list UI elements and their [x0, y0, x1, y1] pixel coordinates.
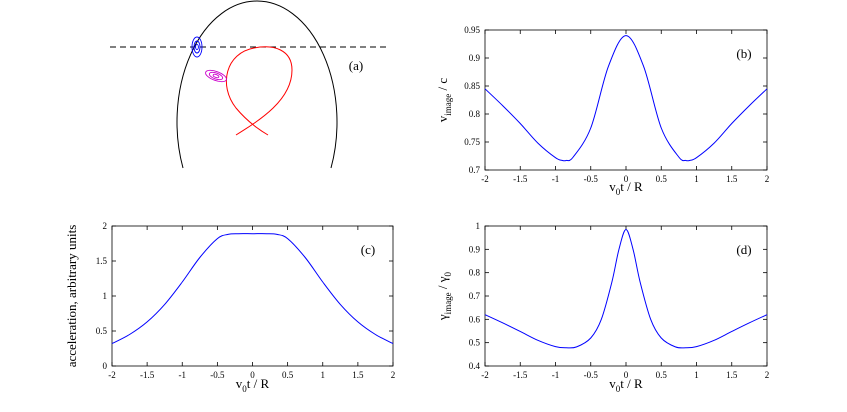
panel-a-diagram: (a)	[110, 0, 388, 169]
panel-d-axes-box	[484, 225, 768, 367]
panel-c-ytick-label: 2	[103, 221, 108, 231]
panel-c-ytick-label: 1.5	[96, 256, 108, 266]
panel-b-xtick-label: -2	[481, 174, 489, 184]
panel-c-ytick-label: 0.5	[96, 326, 108, 336]
panel-d-xtick-label: -1.5	[513, 370, 528, 380]
panel-b-chart: -2 -1.5 -1 -0.5 0 0.5 1 1.5 2 0.7 0.75 0.8 0.85 0.9 0.…	[435, 25, 769, 197]
panel-b-axes-box	[484, 29, 768, 171]
panel-c-xtick-label: -1.5	[140, 370, 155, 380]
panel-c-ytick-label: 1	[103, 291, 108, 301]
panel-b-ytick-label: 0.9	[469, 53, 481, 63]
panel-a-magenta-mid-contour	[208, 71, 224, 81]
panel-b-label: (b)	[736, 46, 751, 61]
panel-d-y-axis-label: γimage / γ0	[435, 271, 453, 321]
panel-c-xtick-label: 1.5	[352, 370, 364, 380]
panel-c-xtick-label: 1	[321, 370, 326, 380]
panel-c-xtick-label: -2	[108, 370, 116, 380]
panel-d-xtick-label: -1	[552, 370, 560, 380]
panel-d-xtick-label: 0	[624, 370, 629, 380]
panel-a-black-arc	[176, 0, 338, 169]
panel-b-xtick-label: -1	[552, 174, 560, 184]
panel-d-xtick-label: 0.5	[656, 370, 668, 380]
panel-c-xtick-label: 2	[391, 370, 396, 380]
panel-b-x-axis-label: v0t / R	[609, 179, 643, 197]
panel-d-chart: -2 -1.5 -1 -0.5 0 0.5 1 1.5 2 0.4 0.5 0.6 0.7 0.8 0.9 1…	[435, 221, 769, 394]
panel-d-label: (d)	[736, 242, 751, 257]
panel-d-series-line	[484, 228, 768, 349]
panel-d-xtick-label: -0.5	[584, 370, 599, 380]
panel-b-ytick-label: 0.95	[464, 25, 480, 35]
panel-d-ytick-label: 0.8	[469, 268, 481, 278]
panel-b-ytick-label: 0.7	[469, 165, 481, 175]
panel-d-ytick-label: 0.9	[469, 244, 481, 254]
panel-a-magenta-inner-contour	[212, 73, 220, 79]
panel-d-ytick-label: 0.5	[469, 338, 481, 348]
panel-d-ytick-label: 0.4	[469, 361, 481, 371]
panel-d-ytick-label: 0.7	[469, 291, 481, 301]
panel-d-ytick-label: 0.6	[469, 314, 481, 324]
panel-b-ytick-label: 0.75	[464, 137, 480, 147]
panel-d-xtick-label: 1	[694, 370, 699, 380]
panel-a-label: (a)	[349, 58, 363, 73]
panel-c-xtick-label: -1	[179, 370, 187, 380]
panel-d-x-axis-label: v0t / R	[609, 376, 643, 394]
panel-d-xtick-label: -2	[481, 370, 489, 380]
panel-a-magenta-outer-contour	[205, 69, 227, 83]
panel-c-xtick-label: -0.5	[210, 370, 225, 380]
panel-b-y-axis-label: vimage / c	[435, 78, 453, 123]
panel-b-ytick-label: 0.85	[464, 81, 480, 91]
panel-d-xtick-label: 1.5	[726, 370, 738, 380]
panel-b-xtick-label: 1	[694, 174, 699, 184]
panel-b-xtick-label: 2	[765, 174, 770, 184]
panel-c-ytick-label: 0	[103, 361, 108, 371]
panel-a-blue-outer-contour	[191, 36, 203, 58]
panel-b-series-line	[484, 35, 768, 162]
panel-c-x-axis-label: v0t / R	[236, 376, 270, 394]
panel-b-ytick-label: 0.8	[469, 109, 481, 119]
panel-c-y-axis-label: acceleration, arbitrary units	[64, 225, 79, 368]
panel-c-chart: -2 -1.5 -1 -0.5 0 0.5 1 1.5 2 0 0.5 1 1.5 2 (c) v0t / R…	[64, 221, 395, 394]
panel-a-red-loop-curve	[225, 46, 293, 136]
panel-d-xtick-label: 2	[765, 370, 770, 380]
panel-c-xtick-label: 0	[250, 370, 255, 380]
panel-d-ytick-label: 1	[476, 221, 481, 231]
panel-b-xtick-label: 0	[624, 174, 629, 184]
panel-c-axes-box	[111, 225, 394, 367]
panel-b-xtick-label: 1.5	[726, 174, 738, 184]
panel-c-series-line	[111, 233, 394, 345]
panel-a-blue-inner-contour	[195, 43, 199, 51]
panel-c-xtick-label: 0.5	[282, 370, 294, 380]
panel-b-xtick-label: -1.5	[513, 174, 528, 184]
panel-c-label: (c)	[361, 242, 375, 257]
panel-b-xtick-label: -0.5	[584, 174, 599, 184]
panel-a-blue-mid-contour	[193, 40, 201, 54]
panel-b-xtick-label: 0.5	[656, 174, 668, 184]
